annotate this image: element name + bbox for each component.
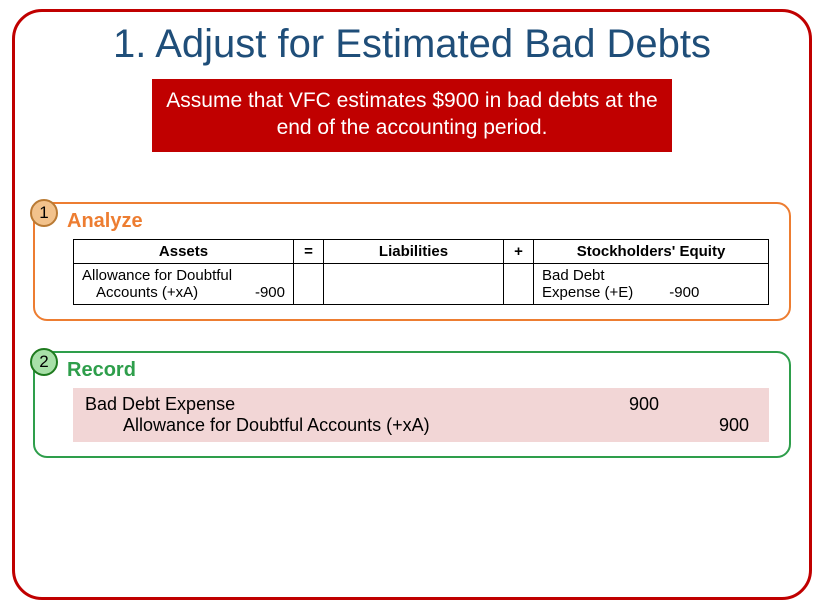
analyze-badge: 1 [30,199,58,227]
journal-account: Allowance for Doubtful Accounts (+xA) [85,415,569,436]
journal-credit: 900 [659,415,749,436]
assumption-box: Assume that VFC estimates $900 in bad de… [152,79,672,152]
equation-row: Allowance for Doubtful Accounts (+xA) -9… [74,263,769,304]
record-section: 2 Record Bad Debt Expense 900 Allowance … [33,351,791,458]
cell-liabilities [324,263,504,304]
se-amount: -900 [669,284,699,301]
th-assets: Assets [74,239,294,263]
journal-row: Bad Debt Expense 900 [85,394,749,415]
se-account-line1: Bad Debt [542,267,760,284]
se-account-line2: Expense (+E) [542,284,633,301]
slide-title: 1. Adjust for Estimated Bad Debts [33,22,791,67]
record-label: Record [67,359,769,382]
th-liabilities: Liabilities [324,239,504,263]
th-equity: Stockholders' Equity [534,239,769,263]
cell-assets: Allowance for Doubtful Accounts (+xA) -9… [74,263,294,304]
asset-amount: -900 [255,284,285,301]
cell-plus [504,263,534,304]
asset-account-line2: Accounts (+xA) [96,284,198,301]
accounting-equation-table: Assets = Liabilities + Stockholders' Equ… [73,239,769,305]
journal-debit [569,415,659,436]
cell-equity: Bad Debt Expense (+E) -900 [534,263,769,304]
record-badge: 2 [30,348,58,376]
journal-row: Allowance for Doubtful Accounts (+xA) 90… [85,415,749,436]
journal-entry: Bad Debt Expense 900 Allowance for Doubt… [73,388,769,442]
asset-account-line1: Allowance for Doubtful [82,267,285,284]
cell-equals [294,263,324,304]
journal-debit: 900 [569,394,659,415]
journal-credit [659,394,749,415]
th-equals: = [294,239,324,263]
analyze-label: Analyze [67,210,769,233]
journal-account: Bad Debt Expense [85,394,569,415]
analyze-section: 1 Analyze Assets = Liabilities + Stockho… [33,202,791,321]
th-plus: + [504,239,534,263]
slide-frame: 1. Adjust for Estimated Bad Debts Assume… [12,9,812,600]
